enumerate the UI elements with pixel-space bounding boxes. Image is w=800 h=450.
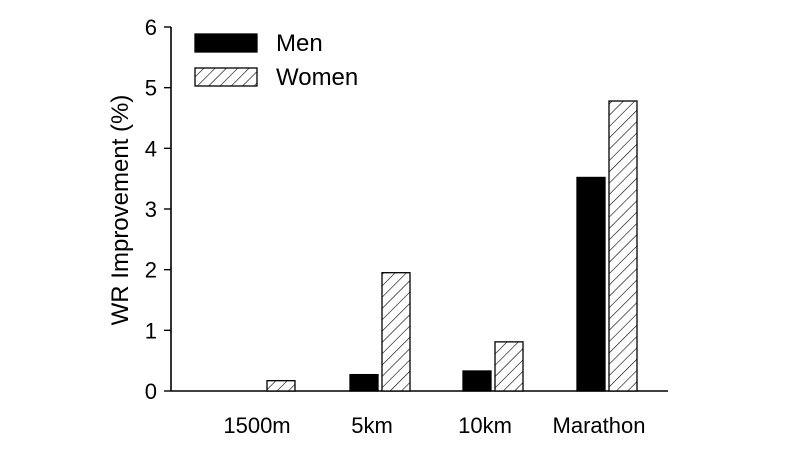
y-axis-ticks: 0 1 2 3 4 5 6 [145,15,171,404]
legend: Men Women [194,30,358,91]
y-tick-label: 2 [145,258,157,283]
y-tick-label: 3 [145,197,157,222]
y-tick-label: 0 [145,379,157,404]
bar-women-marathon [608,100,638,392]
bar-men-5km [349,373,379,392]
y-tick-label: 6 [145,15,157,40]
bar-women-10km [494,341,524,392]
bar-women-1500m [266,380,296,392]
y-tick-label: 1 [145,318,157,343]
y-tick-label: 5 [145,76,157,101]
legend-swatch-women [194,67,258,87]
x-tick-label: 5km [351,413,393,438]
y-tick-label: 4 [145,136,157,161]
x-tick-label: 1500m [223,413,290,438]
bars [266,100,638,392]
bar-women-5km [381,272,411,392]
y-axis-title: WR Improvement (%) [107,95,134,326]
legend-label-women: Women [276,64,358,91]
legend-swatch-men [194,33,258,53]
legend-label-men: Men [276,30,323,57]
x-axis-ticks: 1500m 5km 10km Marathon [223,413,645,438]
bar-men-10km [462,370,492,392]
bar-men-marathon [576,176,606,392]
x-tick-label: 10km [458,413,512,438]
x-tick-label: Marathon [553,413,646,438]
